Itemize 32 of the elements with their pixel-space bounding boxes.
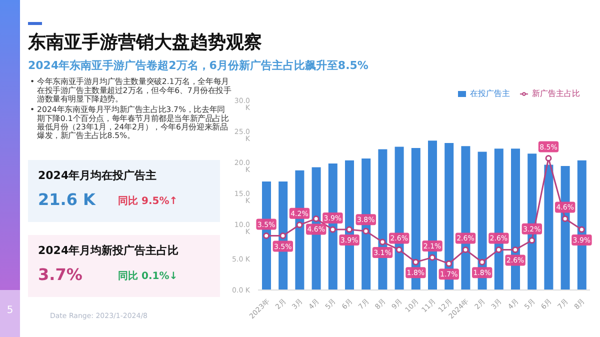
point xyxy=(379,238,386,246)
point xyxy=(478,258,486,266)
point xyxy=(545,155,552,162)
point xyxy=(562,215,568,222)
point xyxy=(362,228,370,234)
text: 同比 0.1%↓ xyxy=(118,270,178,283)
text: 2024年月均新投广告主占比 xyxy=(38,243,179,258)
text: 21.6 K xyxy=(38,190,96,209)
point xyxy=(346,226,353,233)
chart-subtitle: 2024年东南亚手游广告卷超2万名，6月份新广告主占比飙升至8.5% xyxy=(28,58,368,73)
point xyxy=(578,226,585,233)
text: 同比 9.5%↑ xyxy=(118,194,178,208)
point xyxy=(263,232,270,239)
bar xyxy=(544,164,554,290)
point xyxy=(446,260,452,267)
point xyxy=(312,215,320,222)
point xyxy=(280,232,286,239)
chart-title: 东南亚手游营销大盘趋势观察 xyxy=(28,31,262,54)
point xyxy=(412,258,419,266)
point xyxy=(429,254,436,261)
text: 5 xyxy=(6,305,14,316)
point xyxy=(329,226,336,233)
point xyxy=(528,237,536,244)
point xyxy=(512,246,519,253)
point xyxy=(495,246,502,253)
text: 2024年月均在投广告主 xyxy=(38,168,157,183)
legend-label: 在投广告主 xyxy=(470,89,510,98)
text: 3.7% xyxy=(38,265,82,284)
point xyxy=(396,246,402,253)
point xyxy=(296,222,303,228)
legend-label: 新广告主占比 xyxy=(532,89,580,98)
point xyxy=(462,246,469,253)
